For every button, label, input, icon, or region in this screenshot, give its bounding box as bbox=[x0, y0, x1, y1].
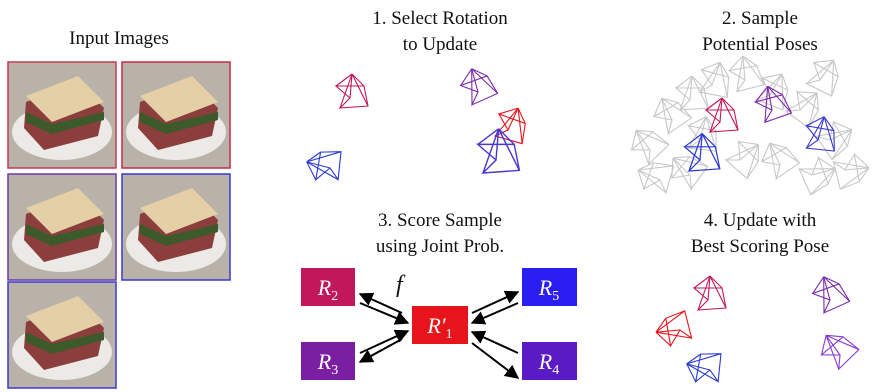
step4-title-1: 4. Update with bbox=[704, 210, 817, 231]
figure: Input Images 1. Select Rotation to Updat… bbox=[0, 0, 880, 392]
step2-title-1: 2. Sample bbox=[722, 8, 798, 29]
step1-cameras bbox=[304, 63, 533, 183]
step3-title-1: 3. Score Sample bbox=[378, 210, 502, 231]
input-title: Input Images bbox=[69, 28, 169, 49]
score-graph: R2 R3 R′1 R5 R4 f bbox=[301, 268, 577, 380]
step1-title-2: to Update bbox=[403, 34, 477, 55]
edge-label: f bbox=[396, 272, 406, 298]
step3-title-2: using Joint Prob. bbox=[376, 236, 504, 257]
step2-cameras bbox=[624, 52, 872, 196]
step4-title-2: Best Scoring Pose bbox=[691, 236, 829, 257]
step1-title-1: 1. Select Rotation bbox=[372, 8, 508, 29]
step2-title-2: Potential Poses bbox=[702, 34, 818, 55]
input-photos bbox=[8, 62, 230, 388]
step4-cameras bbox=[653, 271, 860, 385]
